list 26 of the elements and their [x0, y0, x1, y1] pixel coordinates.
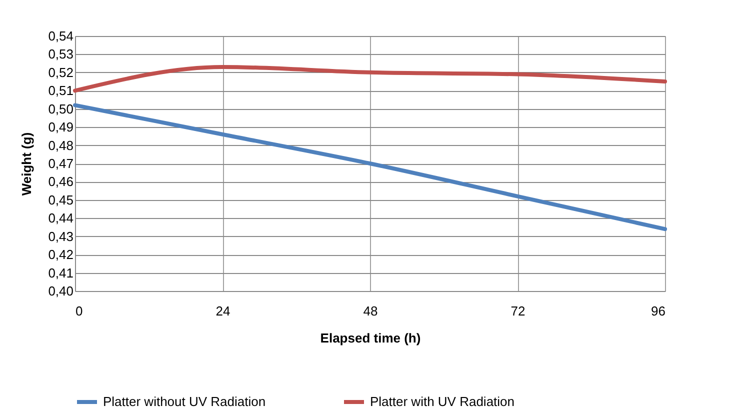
y-tick-label: 0,43: [48, 228, 74, 244]
y-tick-label: 0,51: [48, 83, 74, 98]
y-tick-label: 0,47: [48, 156, 74, 171]
x-tick-label: 48: [363, 304, 378, 318]
x-tick-label: 24: [216, 304, 230, 318]
x-tick-label: 72: [510, 304, 526, 318]
y-axis-title: Weight (g): [19, 132, 34, 196]
y-tick-label: 0,40: [48, 284, 74, 298]
y-tick-label: 0,41: [48, 265, 74, 280]
y-tick-label: 0,53: [48, 46, 74, 62]
line-series: [73, 103, 667, 232]
y-tick-label: 0,48: [48, 138, 74, 153]
y-tick-label: 0,45: [48, 192, 74, 208]
y-tick-label: 0,49: [48, 120, 74, 135]
line-series: [73, 64, 667, 93]
y-tick-label: 0,54: [48, 28, 74, 44]
y-tick-label: 0,52: [48, 64, 74, 80]
x-axis-title: Elapsed time (h): [320, 330, 421, 346]
y-tick-label: 0,42: [48, 247, 74, 262]
y-tick-label: 0,44: [48, 210, 74, 226]
y-tick-label: 0,46: [48, 174, 74, 190]
x-tick-label: 96: [651, 304, 666, 318]
x-tick-label: 0: [76, 304, 83, 318]
legend-label: Platter without UV Radiation: [103, 394, 266, 409]
y-tick-label: 0,50: [48, 101, 74, 116]
legend-label: Platter with UV Radiation: [370, 394, 515, 409]
